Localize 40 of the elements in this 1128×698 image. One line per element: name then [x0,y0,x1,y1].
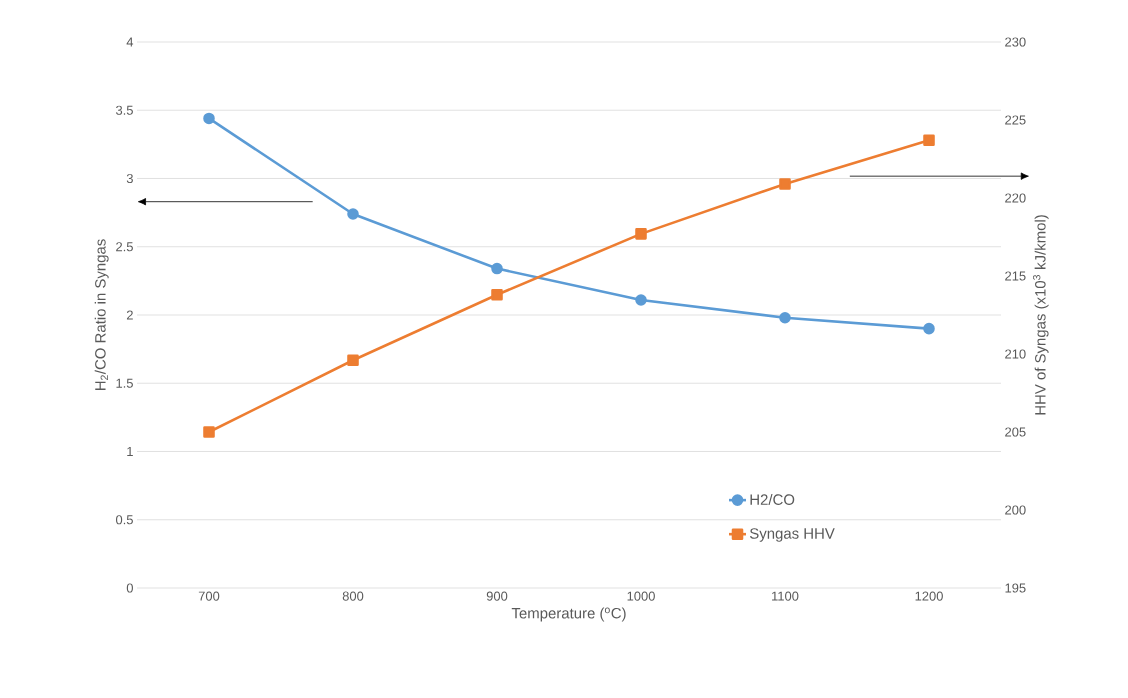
point [635,228,647,240]
y2-tick-label: 225 [1005,115,1026,125]
x-tick-label: 800 [342,591,364,601]
y2-axis-title: HHV of Syngas (x10$^{3}$ kJ/kmol) [1032,215,1049,415]
y-tick-label: 4 [126,37,134,47]
y-tick-label: 3.5 [115,105,133,115]
point [491,288,503,301]
point [347,354,359,367]
point [347,208,359,220]
y-tick-label: 3 [126,173,133,184]
y2-tick-label: 200 [1005,505,1026,515]
x-tick-label: 900 [486,591,508,601]
y2-tick-label: 210 [1005,349,1026,359]
y2-tick-label: 205 [1005,427,1026,437]
y-tick-label: 1.5 [116,378,133,388]
legend-label: H2/CO [750,493,795,505]
y-tick-label: 2 [126,310,133,320]
x-tick-label: 700 [198,591,220,601]
point [779,311,791,324]
x-tick-label: 1000 [627,591,655,601]
point [923,322,935,335]
point [923,134,935,147]
point [491,262,503,275]
x-axis-title: Temperature ($^{o}$C) [511,607,626,622]
x-tick-label: 1200 [915,591,943,601]
y-tick-label: 0.5 [115,515,133,525]
point [203,112,215,125]
y-axis-title: H$_{2}$/CO Ratio in Syngas [94,239,109,391]
point [779,178,791,190]
point [203,426,215,438]
y2-tick-label: 195 [1005,583,1026,593]
y-tick-label: 2.5 [116,242,133,252]
y2-tick-label: 215 [1005,271,1026,281]
point [635,294,647,306]
y2-tick-label: 230 [1005,37,1026,47]
y2-tick-label: 220 [1005,193,1026,203]
x-tick-label: 1100 [772,591,799,601]
y-tick-label: 1 [127,447,133,456]
y-tick-label: 0 [126,583,133,593]
legend-label: Syngas HHV [749,528,835,542]
